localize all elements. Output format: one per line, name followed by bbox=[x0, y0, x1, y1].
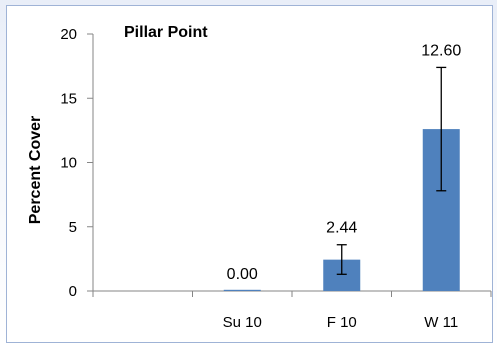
y-tick-label: 10 bbox=[60, 155, 77, 172]
error-bars-group bbox=[336, 66, 447, 275]
bars-group bbox=[223, 129, 460, 291]
bar-su-10 bbox=[223, 289, 261, 291]
chart-title: Pillar Point bbox=[124, 24, 208, 41]
data-label: 2.44 bbox=[326, 220, 357, 237]
data-label: 0.00 bbox=[227, 266, 258, 283]
x-tick-label: Su 10 bbox=[223, 314, 262, 331]
x-tick-label: W 11 bbox=[424, 314, 458, 331]
x-tick-label: F 10 bbox=[327, 314, 357, 331]
y-tick-label: 20 bbox=[60, 26, 77, 43]
y-axis-title: Percent Cover bbox=[27, 116, 44, 225]
y-tick-label: 15 bbox=[60, 90, 77, 107]
y-tick-label: 0 bbox=[69, 283, 77, 300]
y-tick-label: 5 bbox=[69, 219, 77, 236]
labels-group: Su 10 0.00 F 10 2.44 W 11 12.60 bbox=[223, 42, 462, 331]
chart-frame: Pillar Point Percent Cover 0 5 10 15 20 Su 1… bbox=[6, 5, 493, 343]
data-label: 12.60 bbox=[421, 42, 461, 59]
bar-chart: Pillar Point Percent Cover 0 5 10 15 20 Su 1… bbox=[27, 24, 492, 331]
